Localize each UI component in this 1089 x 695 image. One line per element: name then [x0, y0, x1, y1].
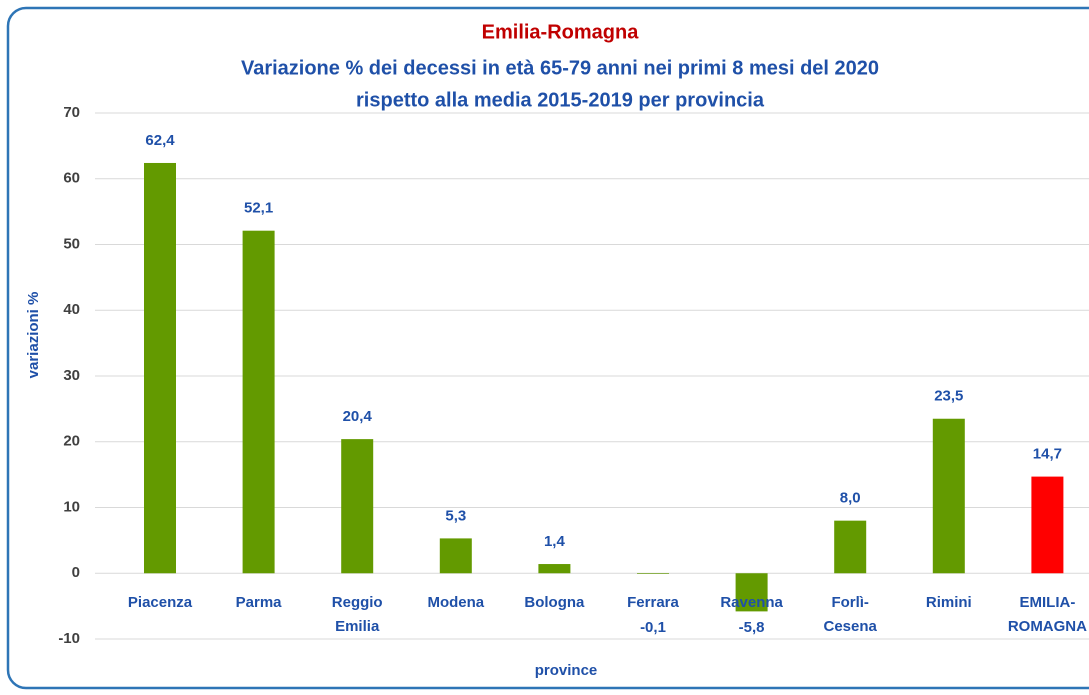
y-axis-title: variazioni % — [25, 292, 42, 379]
y-tick-label: 0 — [72, 564, 80, 581]
bar — [439, 538, 472, 574]
bar — [834, 520, 867, 574]
x-tick-label: EMILIA-ROMAGNA — [1008, 594, 1087, 635]
bar — [144, 162, 176, 574]
data-label: 62,4 — [145, 132, 175, 149]
data-label: -5,8 — [739, 619, 765, 636]
x-tick-label: Forlì-Cesena — [824, 594, 878, 635]
bar — [242, 230, 275, 574]
x-tick-label: Parma — [236, 594, 283, 611]
bar — [735, 573, 768, 612]
chart-subtitle: rispetto alla media 2015-2019 per provin… — [356, 89, 765, 111]
data-label: 52,1 — [244, 200, 273, 217]
bar — [538, 564, 571, 574]
x-tick-label: Modena — [427, 594, 484, 611]
y-tick-label: 30 — [63, 367, 80, 384]
x-tick-label: Rimini — [926, 594, 972, 611]
bar — [637, 573, 669, 574]
y-tick-label: 60 — [63, 170, 80, 187]
data-label: 14,7 — [1033, 446, 1062, 463]
data-label: 23,5 — [934, 388, 963, 405]
data-label: 5,3 — [445, 507, 466, 524]
chart-title: Emilia-Romagna — [482, 21, 640, 43]
x-tick-label: Ferrara — [627, 594, 679, 611]
bar — [341, 439, 374, 574]
frame — [6, 6, 1089, 690]
y-tick-label: 70 — [63, 104, 80, 121]
x-tick-label: Ravenna — [720, 594, 783, 611]
y-tick-label: 50 — [63, 235, 80, 252]
data-label: 1,4 — [544, 533, 566, 550]
x-tick-label: Reggio Emilia — [332, 594, 383, 635]
y-tick-label: 10 — [63, 498, 80, 515]
data-label: 20,4 — [343, 408, 373, 425]
bar — [1031, 476, 1064, 574]
data-label: 8,0 — [840, 490, 861, 507]
bar — [932, 418, 965, 574]
x-axis-title: province — [535, 662, 598, 679]
y-tick-label: 40 — [63, 301, 80, 318]
x-tick-label: Piacenza — [128, 594, 193, 611]
y-tick-label: 20 — [63, 433, 80, 450]
y-tick-label: -10 — [58, 630, 80, 647]
chart-subtitle: Variazione % dei decessi in età 65-79 an… — [241, 57, 879, 79]
data-label: -0,1 — [640, 619, 666, 636]
x-tick-label: Bologna — [524, 594, 585, 611]
